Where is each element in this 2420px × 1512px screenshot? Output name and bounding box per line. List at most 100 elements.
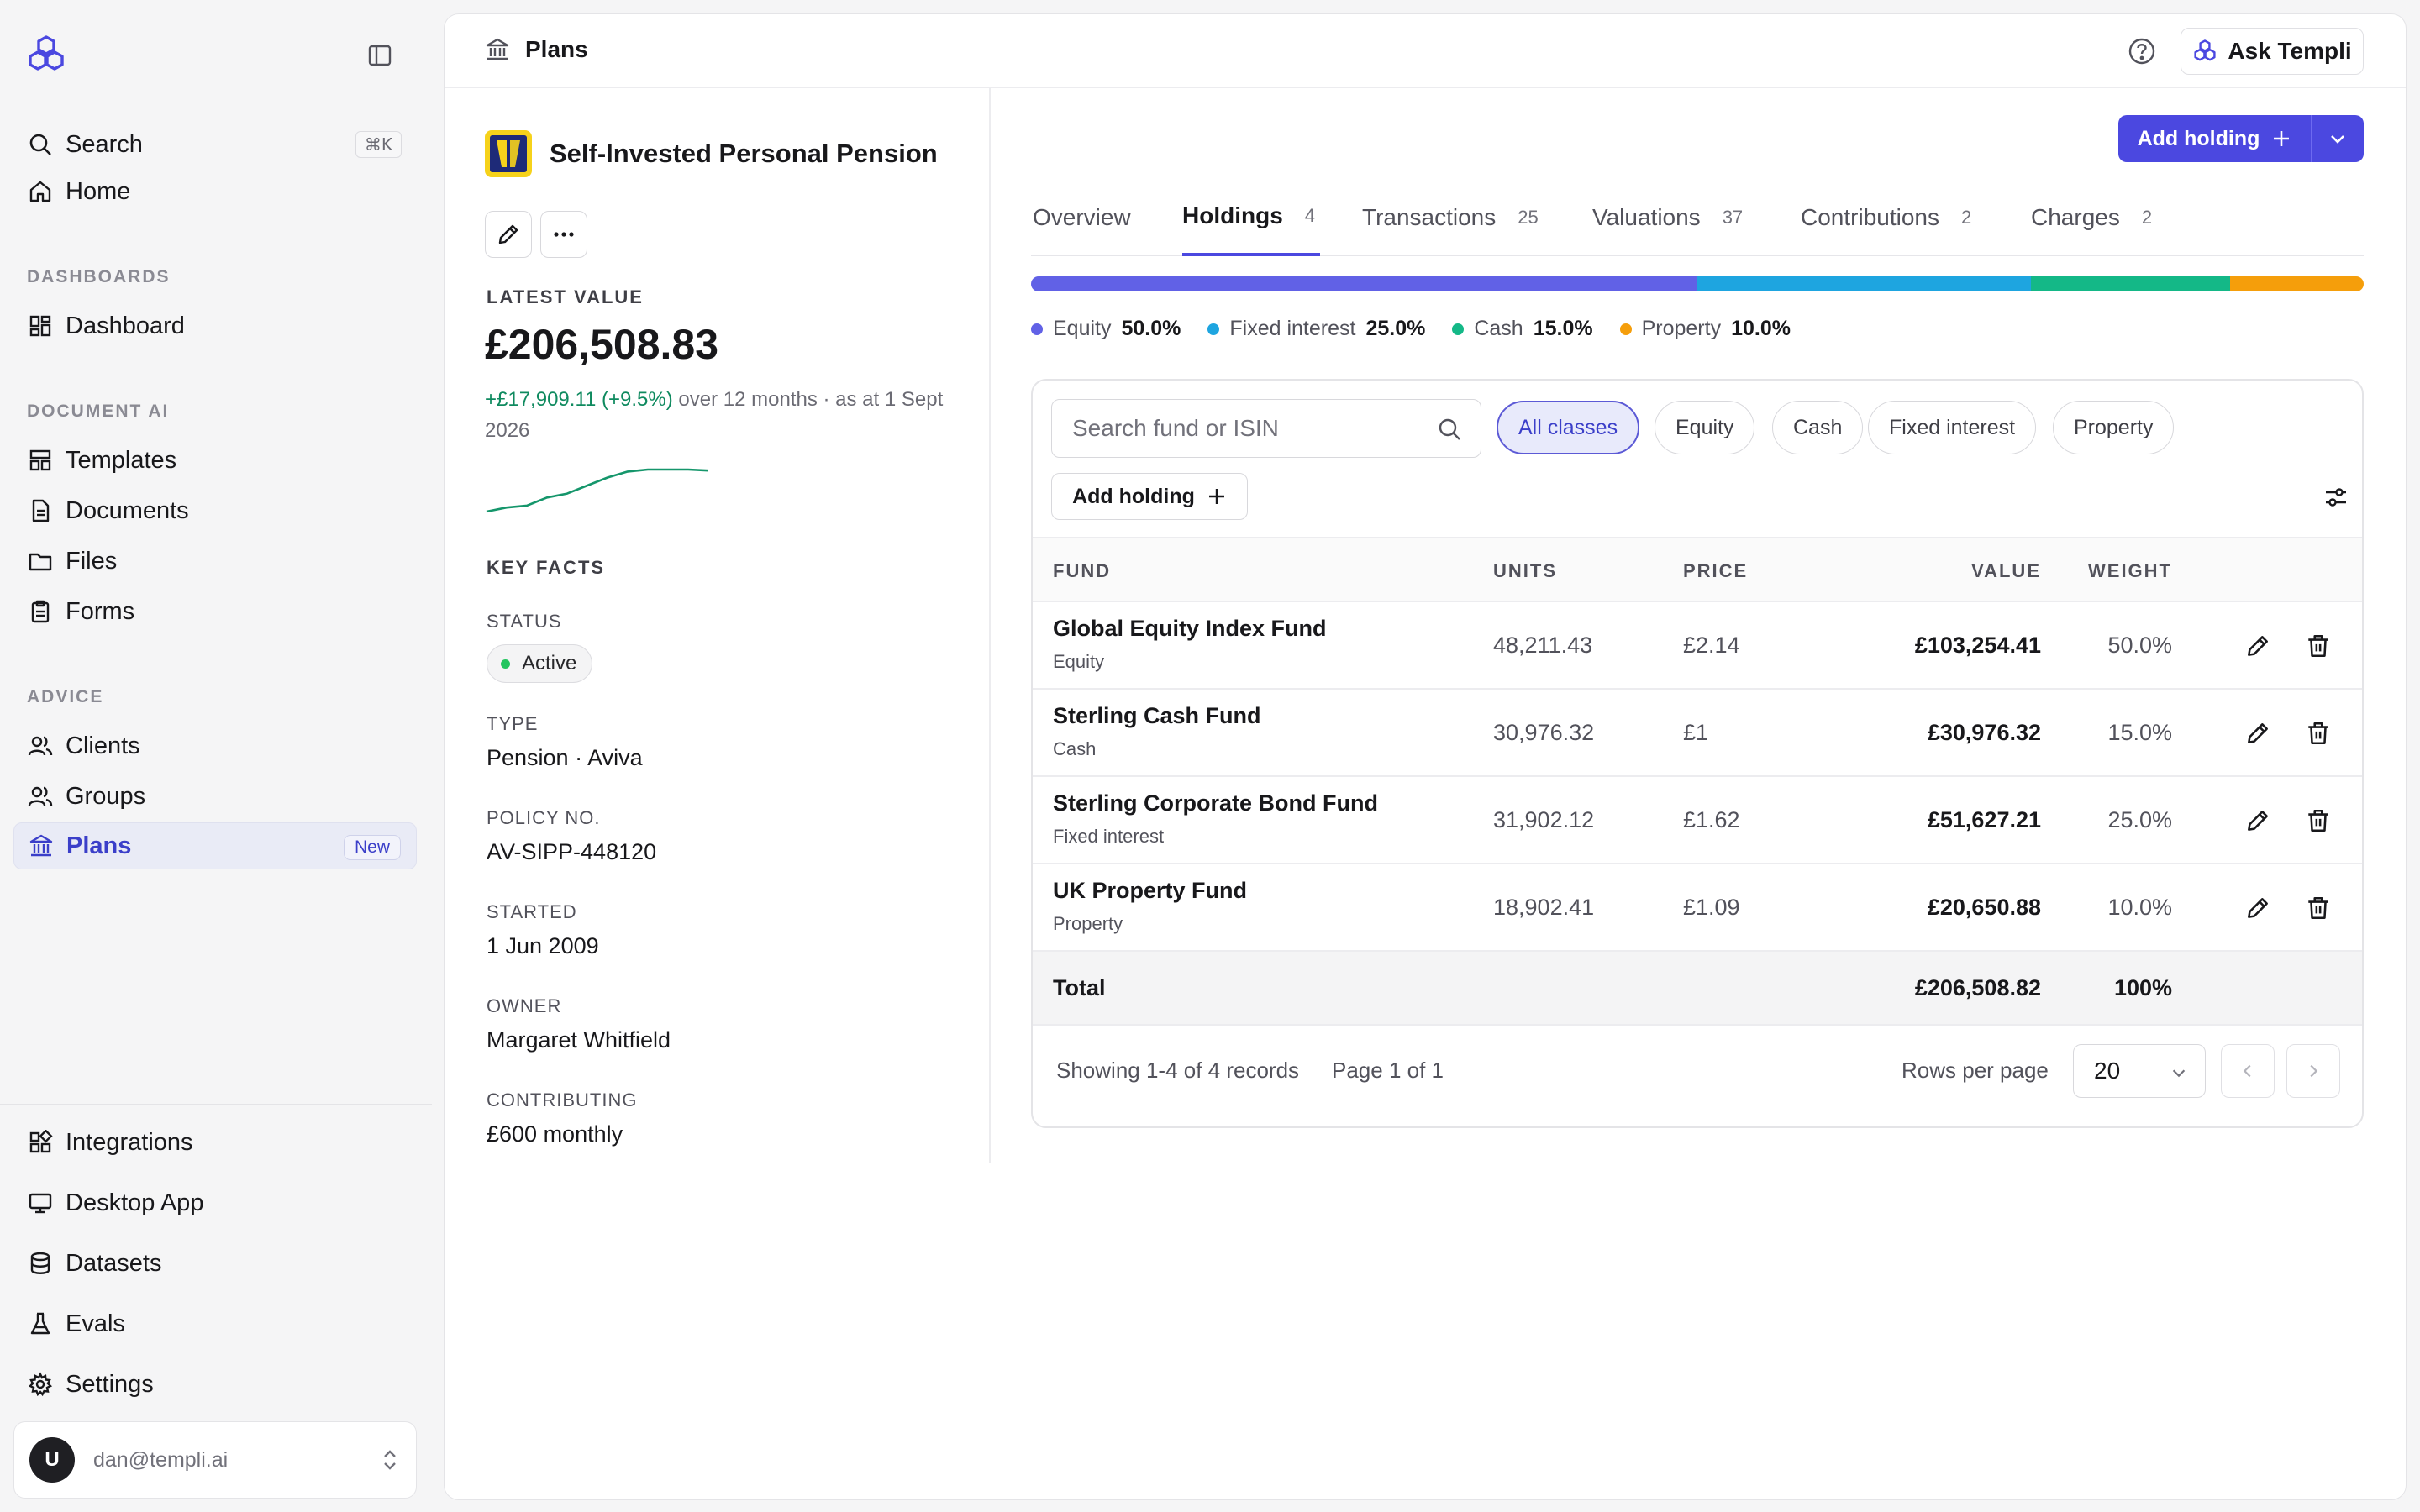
edit-row-pencil-icon[interactable]	[2239, 627, 2276, 664]
ask-templi-label: Ask Templi	[2228, 38, 2352, 64]
sidebar-item-datasets[interactable]: Datasets	[13, 1240, 417, 1287]
allocation-segment-equity	[1031, 276, 1697, 291]
templi-logo-icon[interactable]	[25, 34, 67, 76]
status-value: Active	[522, 652, 577, 675]
sidebar-item-templates[interactable]: Templates	[13, 437, 417, 484]
filter-equity[interactable]: Equity	[1655, 401, 1755, 454]
legend-dot-icon	[1619, 323, 1632, 335]
records-count: Showing 1-4 of 4 records	[1056, 1058, 1300, 1083]
filter-cash[interactable]: Cash	[1772, 401, 1864, 454]
sidebar-item-documents[interactable]: Documents	[13, 487, 417, 534]
more-options-button[interactable]	[540, 211, 587, 258]
tab-valuations[interactable]: Valuations 37	[1592, 179, 1743, 256]
owner-value: Margaret Whitfield	[487, 1027, 671, 1053]
table-row[interactable]: UK Property Fund Property 18,902.41 £1.0…	[1033, 864, 2362, 952]
tab-overview[interactable]: Overview	[1033, 179, 1131, 256]
page-indicator: Page 1 of 1	[1332, 1058, 1444, 1083]
delete-row-trash-icon[interactable]	[2300, 802, 2337, 839]
fund-name: UK Property Fund	[1053, 878, 1248, 903]
sidebar-item-label: Forms	[66, 597, 135, 625]
edit-row-pencil-icon[interactable]	[2239, 890, 2276, 927]
column-fund[interactable]: FUND	[1053, 560, 1112, 581]
sidebar-item-label: Home	[66, 177, 131, 205]
sidebar-item-files[interactable]: Files	[13, 538, 417, 585]
sidebar-item-label: Files	[66, 547, 118, 575]
add-holding-dropdown-button[interactable]	[2312, 115, 2364, 162]
filter-property[interactable]: Property	[2053, 401, 2175, 454]
tab-holdings[interactable]: Holdings 4	[1182, 179, 1321, 256]
sidebar-item-search[interactable]: Search ⌘K	[13, 121, 417, 168]
sidebar-item-home[interactable]: Home	[13, 168, 417, 215]
fund-name: Global Equity Index Fund	[1053, 616, 1327, 641]
sidebar-item-groups[interactable]: Groups	[13, 773, 417, 820]
edit-plan-button[interactable]	[485, 211, 532, 258]
rows-per-page-label: Rows per page	[1902, 1058, 2049, 1083]
sidebar: Search ⌘K Home DASHBOARDS Dashboard DOCU…	[0, 0, 432, 1512]
next-page-button[interactable]	[2286, 1044, 2340, 1098]
allocation-segment-fixed-interest	[1697, 276, 2031, 291]
delete-row-trash-icon[interactable]	[2300, 890, 2337, 927]
type-label: TYPE	[487, 713, 539, 734]
total-label: Total	[1053, 975, 1106, 1000]
key-facts-label: KEY FACTS	[487, 557, 606, 578]
value-change: +£17,909.11 (+9.5%) over 12 months · as …	[485, 384, 972, 446]
column-weight[interactable]: WEIGHT	[2088, 560, 2172, 581]
sidebar-item-label: Templates	[66, 446, 177, 474]
fund-name: Sterling Cash Fund	[1053, 703, 1261, 728]
sidebar-toggle-icon[interactable]	[363, 40, 397, 71]
add-holding-inline-button[interactable]: Add holding	[1051, 473, 1248, 520]
search-input[interactable]: Search fund or ISIN	[1051, 399, 1481, 458]
tab-charges[interactable]: Charges 2	[2031, 179, 2152, 256]
edit-row-pencil-icon[interactable]	[2239, 715, 2276, 752]
units-cell: 30,976.32	[1493, 720, 1595, 745]
delete-row-trash-icon[interactable]	[2300, 627, 2337, 664]
status-label: STATUS	[487, 611, 562, 632]
sidebar-item-label: Plans	[66, 832, 132, 859]
prev-page-button[interactable]	[2221, 1044, 2275, 1098]
legend-name: Equity	[1053, 317, 1112, 340]
contributing-label: CONTRIBUTING	[487, 1089, 638, 1110]
user-menu[interactable]: U dan@templi.ai	[13, 1421, 417, 1499]
templates-icon	[27, 447, 54, 474]
edit-row-pencil-icon[interactable]	[2239, 802, 2276, 839]
filter-all-classes[interactable]: All classes	[1497, 401, 1640, 454]
sidebar-item-desktop-app[interactable]: Desktop App	[13, 1179, 417, 1226]
delete-row-trash-icon[interactable]	[2300, 715, 2337, 752]
rows-per-page-value: 20	[2094, 1058, 2121, 1084]
add-holding-button[interactable]: Add holding	[2118, 115, 2312, 162]
table-row[interactable]: Global Equity Index Fund Equity 48,211.4…	[1033, 602, 2362, 690]
plan-title: Self-Invested Personal Pension	[550, 139, 938, 168]
value-change-amount: +£17,909.11 (+9.5%)	[485, 388, 673, 411]
owner-label: OWNER	[487, 995, 562, 1016]
sidebar-item-integrations[interactable]: Integrations	[13, 1119, 417, 1166]
legend-name: Property	[1641, 317, 1722, 340]
sidebar-item-clients[interactable]: Clients	[13, 722, 417, 769]
column-value[interactable]: VALUE	[1971, 560, 2041, 581]
price-cell: £2.14	[1683, 633, 1740, 658]
sidebar-item-dashboard[interactable]: Dashboard	[13, 302, 417, 349]
tab-transactions[interactable]: Transactions 25	[1362, 179, 1539, 256]
tab-contributions[interactable]: Contributions 2	[1801, 179, 1971, 256]
latest-value: £206,508.83	[485, 321, 719, 368]
help-icon[interactable]	[2127, 36, 2157, 66]
filter-fixed-interest[interactable]: Fixed interest	[1868, 401, 2037, 454]
sidebar-item-forms[interactable]: Forms	[13, 588, 417, 635]
sidebar-item-settings[interactable]: Settings	[13, 1361, 417, 1408]
table-row[interactable]: Sterling Cash Fund Cash 30,976.32 £1 £30…	[1033, 690, 2362, 777]
ask-templi-button[interactable]: Ask Templi	[2181, 28, 2364, 75]
table-row[interactable]: Sterling Corporate Bond Fund Fixed inter…	[1033, 777, 2362, 864]
sliders-icon[interactable]	[2323, 485, 2349, 514]
user-email: dan@templi.ai	[93, 1447, 229, 1472]
started-label: STARTED	[487, 901, 577, 922]
new-badge: New	[343, 835, 401, 860]
sidebar-item-evals[interactable]: Evals	[13, 1300, 417, 1347]
column-units[interactable]: UNITS	[1493, 560, 1557, 581]
column-price[interactable]: PRICE	[1683, 560, 1749, 581]
allocation-segment-property	[2230, 276, 2364, 291]
value-cell: £30,976.32	[1927, 720, 2041, 745]
rows-per-page-select[interactable]: 20	[2073, 1044, 2206, 1098]
templi-logo-icon	[2194, 39, 2216, 61]
sidebar-item-plans[interactable]: Plans New	[13, 822, 417, 869]
policy-label: POLICY NO.	[487, 807, 601, 828]
weight-cell: 25.0%	[2107, 807, 2172, 832]
